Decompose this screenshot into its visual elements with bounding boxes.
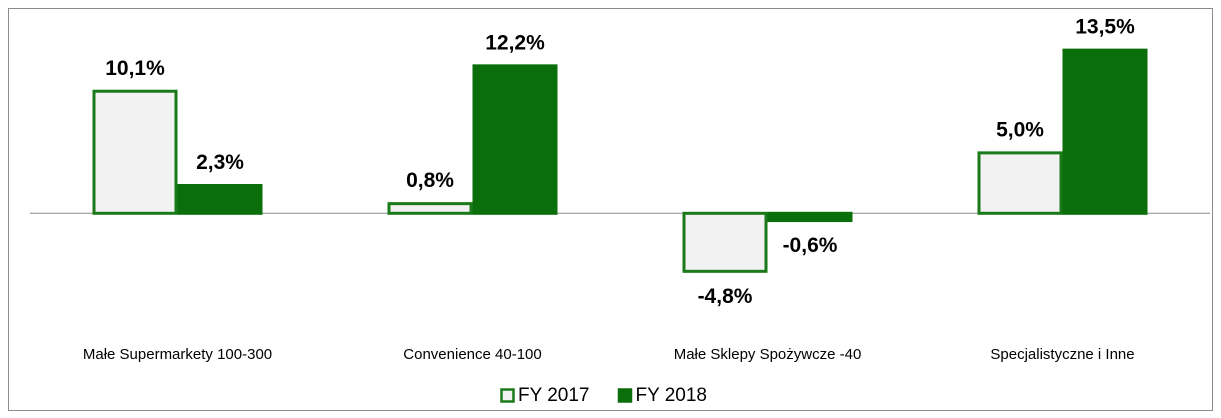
x-tick-label: Małe Supermarkety 100-300 [83,346,272,363]
data-label: 10,1% [105,57,165,80]
bar [92,89,178,215]
x-tick-label: Convenience 40-100 [403,346,541,363]
bar [177,184,263,215]
legend-swatch [617,388,633,403]
data-label: 13,5% [1075,16,1135,39]
bar [977,151,1063,215]
legend-label: FY 2017 [518,385,589,406]
x-tick-label: Specjalistyczne i Inne [990,346,1134,363]
data-label: 5,0% [996,118,1044,141]
data-label: 2,3% [196,151,244,174]
bar [682,211,768,273]
legend-label: FY 2018 [635,385,706,406]
data-label: -0,6% [783,234,838,257]
bar [387,202,473,215]
legend-swatch [500,388,515,403]
data-label: 0,8% [406,169,454,192]
data-label: 12,2% [485,31,545,54]
bar [767,211,853,223]
bar [472,64,558,215]
data-label: -4,8% [698,285,753,308]
bar [1062,48,1148,215]
x-tick-label: Małe Sklepy Spożywcze -40 [674,346,862,363]
